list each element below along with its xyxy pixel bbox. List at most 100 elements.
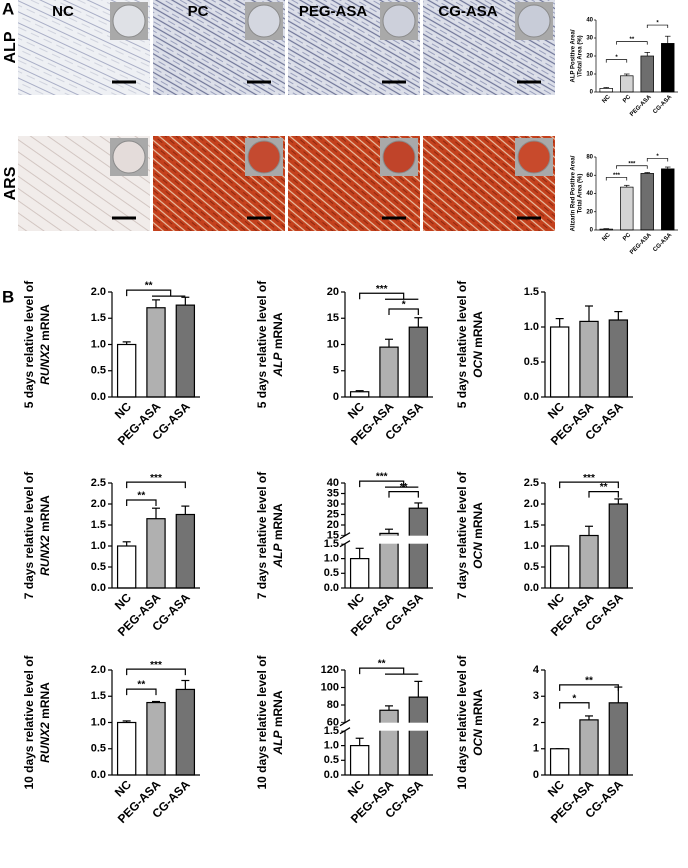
y-tick-label: 60	[586, 173, 593, 179]
y-tick-label: 80	[327, 699, 339, 711]
y-axis-label: OCN mRNA	[471, 689, 485, 756]
bar	[349, 557, 370, 589]
significance-bracket	[126, 499, 157, 506]
gene-name: RUNX2	[38, 722, 52, 763]
gene-name: OCN	[471, 729, 485, 756]
y-tick-label: 1.0	[324, 740, 339, 752]
y-tick-label: 1	[533, 743, 539, 755]
bar	[379, 709, 399, 776]
y-tick-label: 1.5	[324, 538, 339, 550]
x-tick-label: NC	[112, 590, 134, 612]
significance-bracket	[388, 308, 419, 315]
y-label-unit: mRNA	[471, 311, 485, 348]
y-tick-label: 20	[586, 209, 593, 215]
y-tick-label: 0.0	[324, 582, 339, 594]
y-tick-label: 40	[327, 477, 339, 489]
gene-name: ALP	[271, 543, 285, 569]
y-tick-label: 35	[327, 487, 339, 499]
y-tick-label: 20	[586, 54, 593, 60]
break-mark	[339, 540, 351, 548]
break-mark	[339, 719, 351, 727]
bar	[408, 507, 429, 589]
y-label-unit: mRNA	[471, 502, 485, 539]
x-tick-label: NC	[345, 399, 367, 421]
x-tick-label: NC	[545, 777, 567, 799]
bar	[175, 688, 196, 776]
y-axis-label: 10 days relative level of	[22, 654, 36, 789]
significance-label: **	[145, 281, 153, 292]
bar	[640, 55, 654, 93]
y-tick-label: 0.5	[91, 561, 106, 573]
y-tick-label: 0.0	[91, 769, 106, 781]
y-tick-label: 5	[333, 365, 339, 377]
significance-bracket	[559, 481, 619, 489]
column-header: PEG-ASA	[299, 3, 368, 20]
significance-bracket	[646, 158, 669, 162]
y-tick-label: 3	[533, 690, 539, 702]
significance-label: **	[137, 491, 145, 502]
column-header: CG-ASA	[438, 3, 497, 20]
y-axis-label: 7 days relative level of	[455, 471, 469, 599]
y-tick-label: 2.0	[91, 498, 106, 510]
significance-bracket	[559, 684, 619, 691]
y-tick-label: 1.5	[91, 690, 106, 702]
significance-label: *	[572, 693, 576, 704]
bar	[408, 326, 429, 398]
significance-label: ***	[376, 284, 388, 295]
bar	[116, 721, 137, 776]
significance-label: **	[137, 680, 145, 691]
y-axis-label: OCN mRNA	[471, 502, 485, 569]
bar	[661, 168, 675, 231]
x-tick-label: NC	[545, 399, 567, 421]
y-tick-label: 30	[586, 36, 593, 42]
significance-label: ***	[583, 473, 595, 484]
y-axis-label: 7 days relative level of	[255, 471, 269, 599]
significance-label: ***	[613, 173, 621, 179]
bar	[620, 75, 634, 93]
significance-label: *	[402, 300, 406, 311]
significance-label: **	[600, 482, 608, 493]
y-tick-label: 0.5	[524, 356, 539, 368]
bar	[599, 88, 613, 93]
bar	[608, 503, 629, 589]
y-tick-label: 1.5	[524, 286, 539, 298]
bar	[608, 319, 629, 398]
gene-name: OCN	[471, 351, 485, 378]
x-tick-label: NC	[601, 232, 612, 243]
bar	[640, 173, 654, 231]
inset-dish	[517, 4, 551, 38]
y-tick-label: 1.0	[324, 553, 339, 565]
y-label-unit: mRNA	[38, 304, 52, 341]
y-tick-label: 1.0	[524, 540, 539, 552]
y-tick-label: 0	[590, 228, 594, 234]
y-axis-label: 10 days relative level of	[255, 654, 269, 789]
y-tick-label: 2.5	[524, 477, 539, 489]
bar	[549, 748, 570, 776]
bar	[549, 326, 570, 398]
significance-label: **	[400, 482, 408, 493]
y-tick-label: 0.0	[324, 769, 339, 781]
y-axis-label: 5 days relative level of	[255, 280, 269, 408]
inset-dish	[517, 140, 551, 174]
y-tick-label: 60	[327, 716, 339, 728]
y-axis-label: 5 days relative level of	[455, 280, 469, 408]
significance-bracket	[588, 491, 619, 498]
y-tick-label: 20	[327, 286, 339, 298]
y-axis-label: 5 days relative level of	[22, 280, 36, 408]
y-tick-label: 10	[327, 338, 339, 350]
y-tick-label: 100	[321, 681, 339, 693]
significance-bracket	[616, 165, 648, 169]
row-label: ALP	[2, 31, 19, 63]
y-tick-label: 1.0	[91, 540, 106, 552]
y-tick-label: 0.5	[524, 561, 539, 573]
significance-bracket	[605, 177, 628, 181]
y-tick-label: 2.0	[524, 498, 539, 510]
panel-label: A	[2, 0, 14, 18]
y-tick-label: 2.0	[91, 664, 106, 676]
significance-bracket	[359, 667, 405, 675]
bar	[549, 545, 570, 589]
inset-dish	[247, 140, 281, 174]
bar	[146, 307, 166, 398]
x-tick-label: NC	[345, 590, 367, 612]
